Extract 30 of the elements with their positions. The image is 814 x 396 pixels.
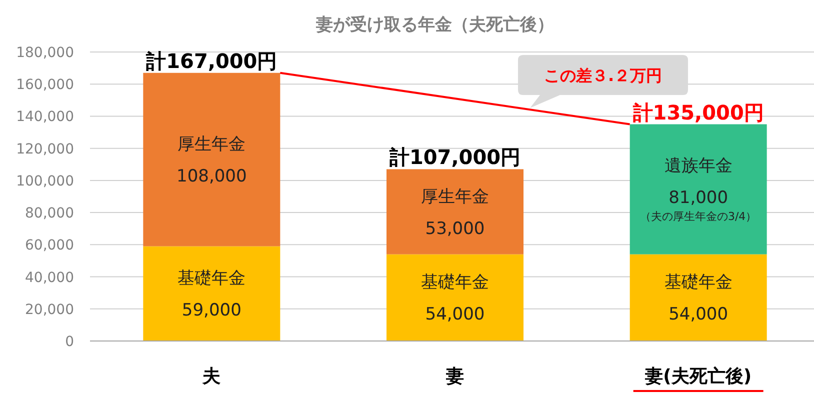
chart-title: 妻が受け取る年金（夫死亡後） (315, 15, 554, 35)
y-tick-label: 180,000 (16, 45, 74, 61)
x-tick-label: 妻 (445, 366, 464, 387)
data-label: 厚生年金 108,000 (176, 134, 247, 187)
data-label: 厚生年金 53,000 (421, 186, 489, 239)
data-label: 基礎年金 59,000 (178, 268, 246, 321)
y-tick-label: 40,000 (25, 270, 74, 286)
bar (630, 254, 767, 341)
y-tick-label: 80,000 (25, 206, 74, 222)
bar (630, 124, 767, 254)
x-tick-label: 妻(夫死亡後) (644, 366, 752, 387)
annotation: この差３.２万円 (544, 66, 662, 85)
y-tick-label: 100,000 (16, 173, 74, 190)
bar (143, 246, 280, 341)
total-label: 計107,000円 (388, 145, 521, 170)
data-label: 基礎年金 54,000 (421, 272, 489, 325)
data-label: 遺族年金 81,000 （夫の厚生年金の3/4） (640, 156, 757, 223)
bar (143, 72, 280, 246)
bar (386, 169, 524, 254)
x-tick-label: 夫 (202, 366, 221, 387)
y-tick-label: 120,000 (16, 141, 74, 158)
data-label: 基礎年金 54,000 (664, 272, 732, 325)
y-tick-label: 20,000 (25, 302, 74, 318)
total-label: 計167,000円 (145, 48, 278, 73)
bar (386, 254, 524, 341)
total-label: 計135,000円 (632, 100, 764, 124)
y-tick-label: 0 (65, 334, 74, 350)
y-tick-label: 160,000 (16, 77, 74, 94)
y-tick-label: 60,000 (25, 238, 74, 254)
y-tick-label: 140,000 (16, 109, 74, 126)
